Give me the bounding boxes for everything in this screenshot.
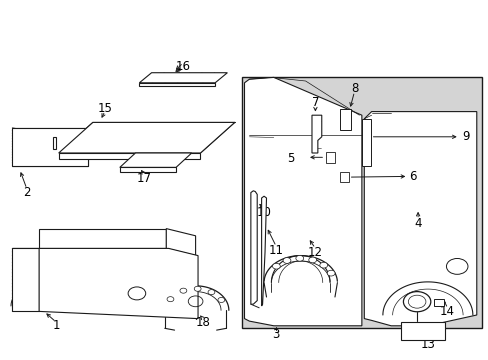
Polygon shape (39, 229, 166, 248)
Circle shape (194, 286, 201, 291)
Polygon shape (59, 153, 200, 159)
Bar (339, 172, 348, 182)
Circle shape (180, 288, 186, 293)
Polygon shape (166, 229, 195, 256)
Text: 1: 1 (52, 319, 60, 332)
Bar (325, 152, 334, 163)
Text: 10: 10 (256, 206, 271, 219)
Polygon shape (39, 248, 198, 319)
Text: 6: 6 (408, 170, 416, 183)
Polygon shape (53, 137, 56, 149)
Text: 7: 7 (311, 96, 319, 109)
Circle shape (295, 256, 303, 261)
Text: 8: 8 (350, 82, 358, 95)
Circle shape (319, 262, 327, 268)
Polygon shape (12, 248, 39, 311)
Bar (339, 109, 350, 130)
Circle shape (326, 270, 334, 276)
Text: 14: 14 (439, 305, 454, 318)
Text: 17: 17 (137, 172, 151, 185)
Polygon shape (59, 122, 234, 153)
Polygon shape (12, 128, 88, 166)
Text: 4: 4 (413, 217, 421, 230)
Polygon shape (311, 115, 321, 153)
Circle shape (283, 258, 290, 264)
Polygon shape (139, 73, 227, 83)
Text: 13: 13 (420, 338, 434, 351)
Text: 15: 15 (98, 102, 112, 114)
Circle shape (308, 257, 316, 263)
Text: 2: 2 (23, 186, 31, 199)
Circle shape (207, 290, 214, 295)
Text: 3: 3 (272, 328, 280, 341)
Text: 12: 12 (307, 246, 322, 258)
Polygon shape (120, 167, 176, 172)
Text: 18: 18 (195, 316, 210, 329)
Circle shape (272, 263, 280, 269)
Bar (433, 299, 443, 306)
Polygon shape (364, 112, 476, 326)
Text: 11: 11 (268, 244, 283, 257)
Bar (400, 322, 444, 340)
Bar (361, 119, 370, 166)
Polygon shape (244, 77, 361, 326)
Circle shape (218, 297, 224, 302)
Polygon shape (250, 191, 257, 304)
Bar (242, 77, 481, 328)
Text: 9: 9 (461, 130, 468, 143)
Text: 16: 16 (176, 60, 190, 73)
Text: 5: 5 (286, 152, 294, 165)
Circle shape (167, 297, 174, 302)
Polygon shape (139, 83, 215, 86)
Polygon shape (120, 153, 191, 167)
Polygon shape (261, 196, 266, 306)
